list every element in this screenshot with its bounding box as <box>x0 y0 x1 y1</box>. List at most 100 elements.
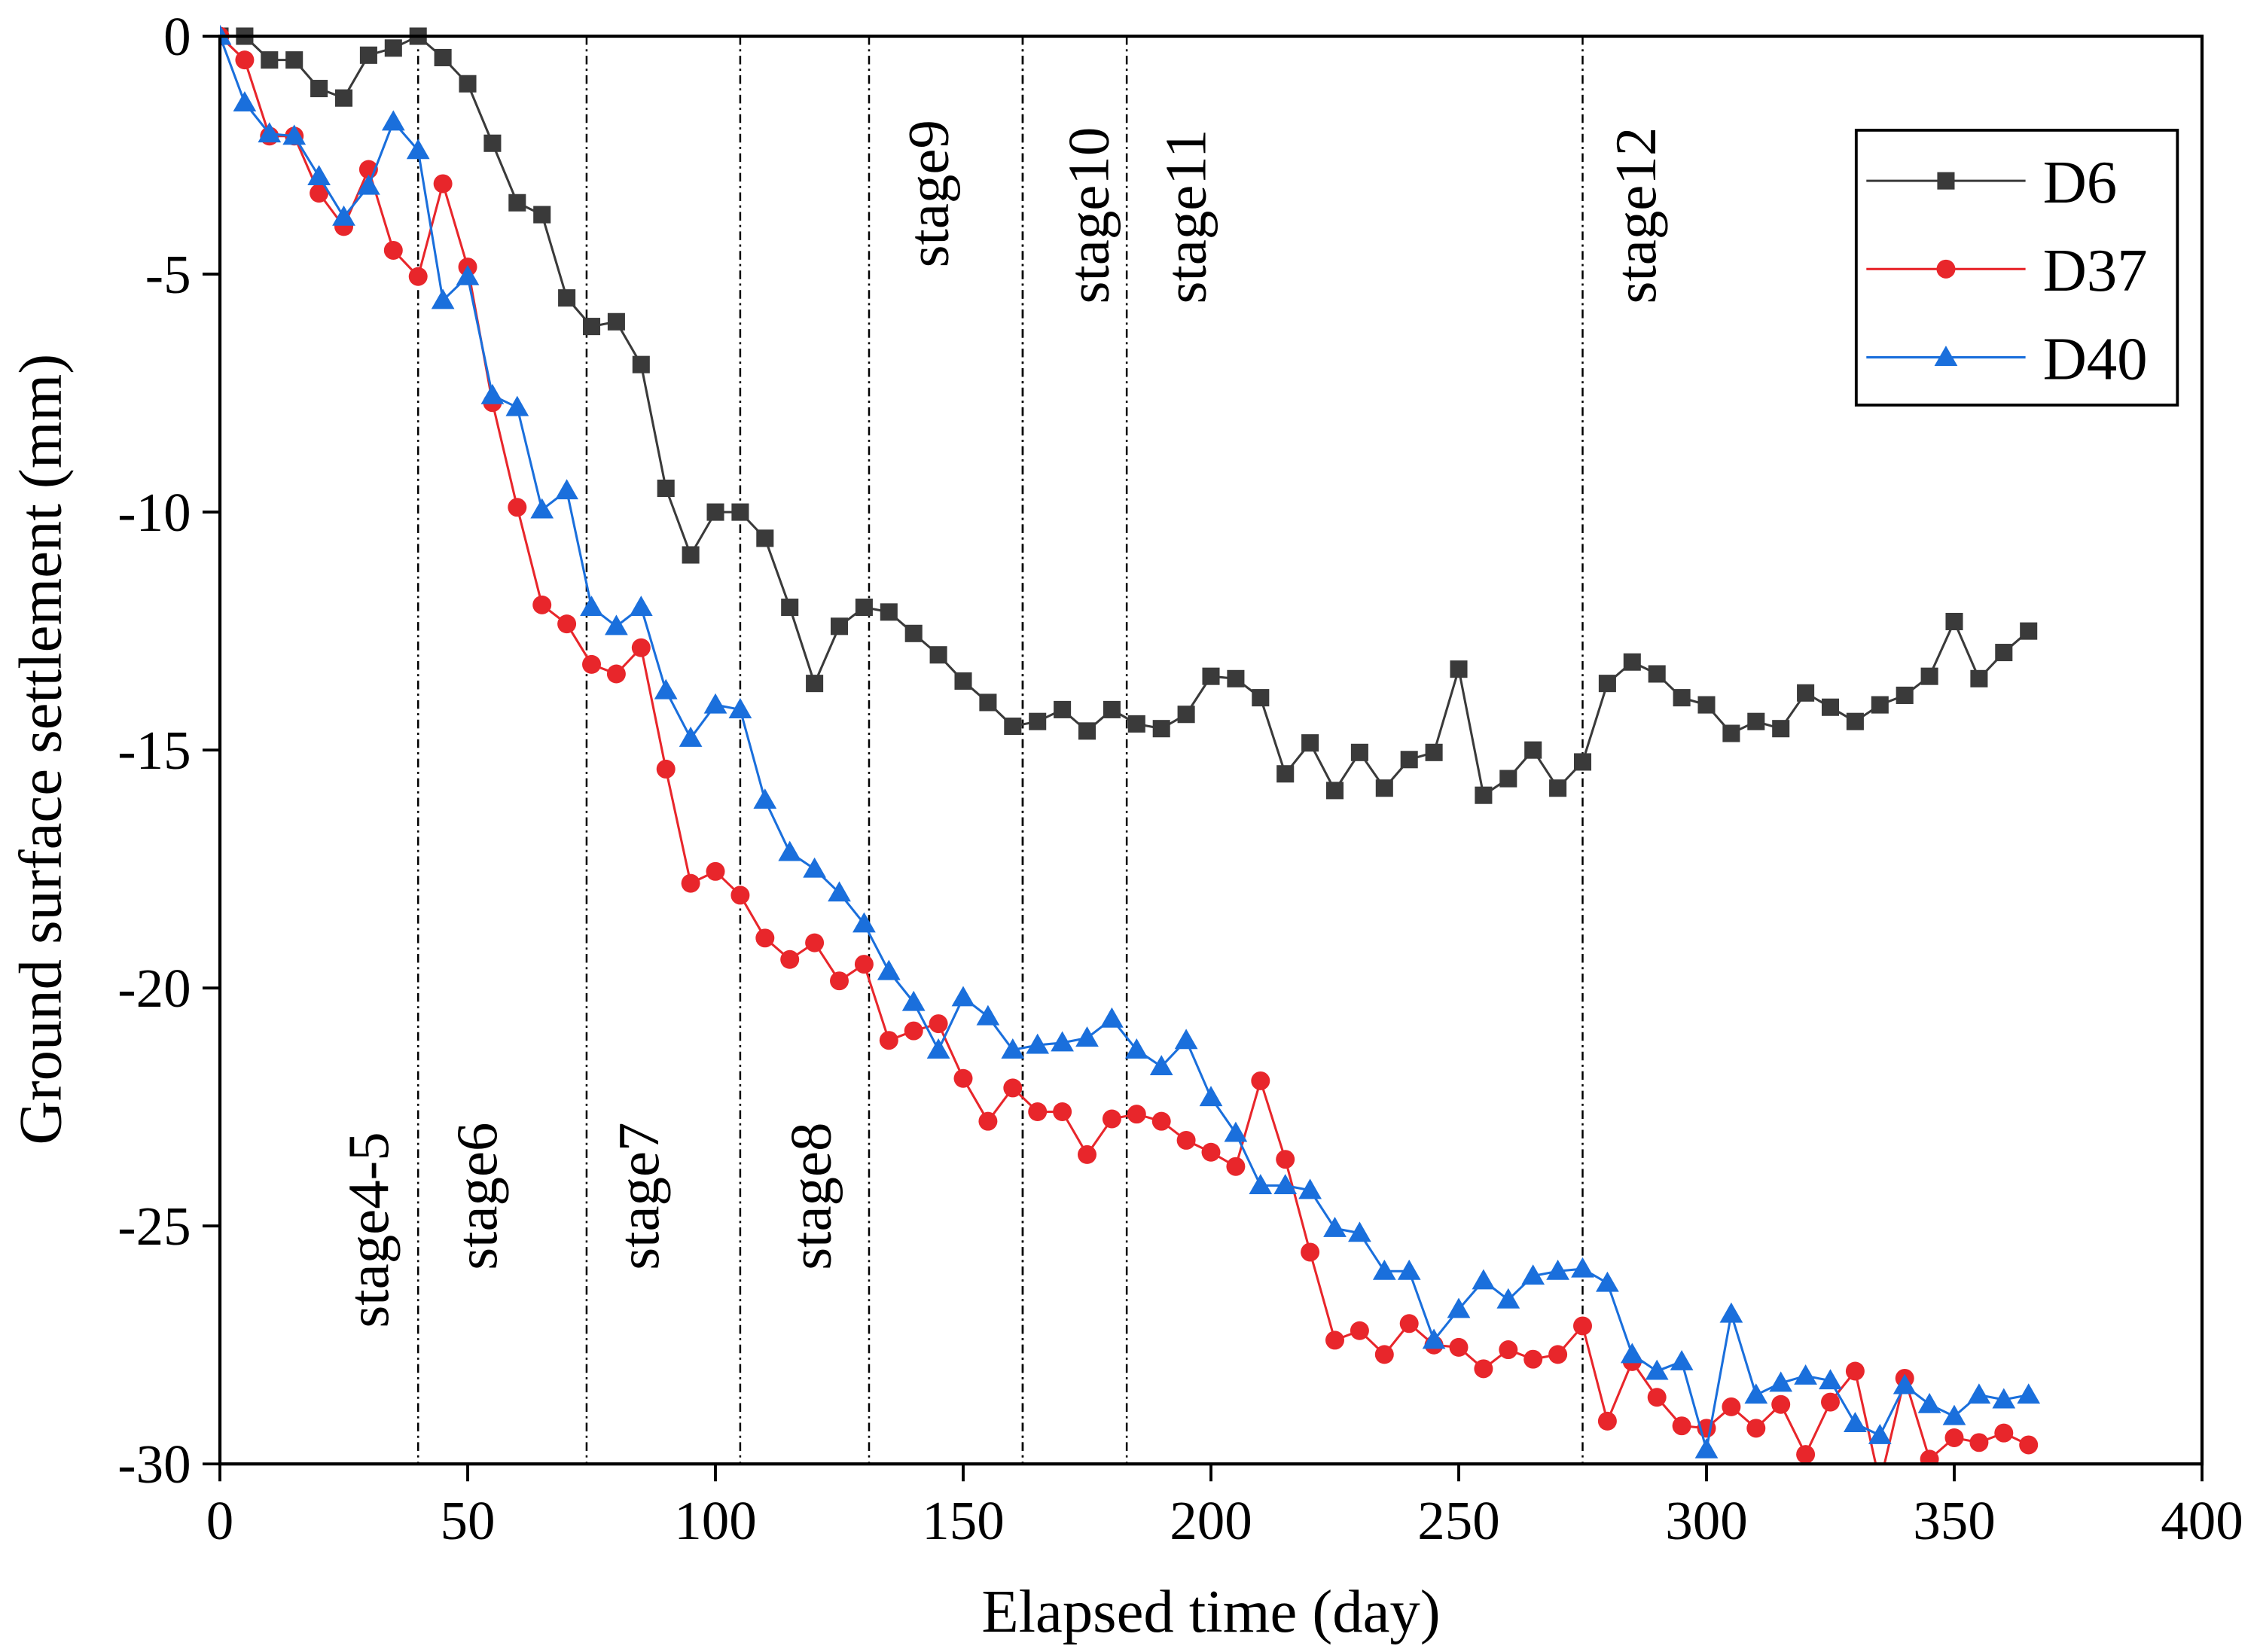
data-point-D40 <box>1868 1423 1892 1444</box>
data-point-D6 <box>1227 669 1245 687</box>
data-point-D37 <box>1647 1388 1667 1407</box>
stage-label: stage4-5 <box>337 1132 401 1327</box>
data-point-D37 <box>508 498 527 517</box>
data-point-D40 <box>1967 1383 1991 1404</box>
data-point-D40 <box>1348 1221 1371 1242</box>
data-point-D6 <box>1425 743 1443 761</box>
data-point-D37 <box>953 1068 973 1088</box>
x-tick-label: 400 <box>2161 1490 2243 1551</box>
data-point-D6 <box>1524 741 1542 759</box>
data-point-D6 <box>731 503 749 521</box>
stage-lines: stage4-5 stage6 stage7 stage8 stage9 stage10 s… <box>337 36 1668 1465</box>
data-point-D40 <box>1075 1026 1099 1047</box>
data-point-D37 <box>1672 1416 1691 1436</box>
x-tick-label: 350 <box>1913 1490 1995 1551</box>
data-point-D40 <box>1844 1412 1867 1433</box>
legend: D6 D37 D40 <box>1854 128 2179 407</box>
stage-label: stage11 <box>1154 130 1218 304</box>
data-point-D40 <box>406 139 430 160</box>
data-point-D6 <box>1648 665 1666 683</box>
data-point-D40 <box>480 383 505 404</box>
data-point-D6 <box>1276 765 1295 783</box>
data-point-D40 <box>605 614 628 636</box>
data-point-D40 <box>1026 1033 1050 1054</box>
data-point-D40 <box>530 498 554 519</box>
data-point-D6 <box>1475 786 1493 804</box>
data-point-D6 <box>806 675 824 693</box>
data-point-D40 <box>1051 1031 1074 1052</box>
data-point-D40 <box>1100 1007 1124 1028</box>
data-point-D40 <box>332 205 355 226</box>
data-point-D37 <box>1920 1449 1939 1465</box>
data-point-D37 <box>1746 1419 1766 1438</box>
data-point-D6 <box>1673 689 1691 707</box>
data-point-D40 <box>1571 1257 1594 1278</box>
data-point-D40 <box>1397 1259 1421 1280</box>
data-point-D6 <box>1747 712 1765 730</box>
data-point-D40 <box>1174 1029 1198 1050</box>
data-point-D40 <box>1645 1359 1669 1380</box>
data-point-D40 <box>728 698 752 718</box>
data-point-D40 <box>1694 1437 1719 1458</box>
y-axis-label: Ground surface settlement (mm) <box>8 354 75 1145</box>
data-point-D37 <box>1399 1314 1419 1333</box>
data-point-D6 <box>310 80 328 98</box>
x-tick-label: 50 <box>441 1490 496 1551</box>
data-point-D40 <box>1620 1343 1644 1364</box>
x-tick-label: 100 <box>674 1490 756 1551</box>
data-point-D37 <box>383 240 403 260</box>
series-layer <box>220 24 2041 1465</box>
data-point-D6 <box>1920 667 1938 685</box>
data-point-D40 <box>753 788 777 809</box>
data-point-D37 <box>1127 1105 1146 1124</box>
data-point-D37 <box>1325 1330 1344 1350</box>
data-point-D37 <box>1821 1392 1840 1412</box>
data-point-D37 <box>830 971 849 991</box>
data-point-D40 <box>1273 1174 1298 1195</box>
data-point-D40 <box>1992 1388 2016 1409</box>
data-point-D40 <box>580 596 603 617</box>
data-point-D40 <box>1323 1217 1347 1237</box>
data-point-D6 <box>384 39 402 57</box>
data-point-D40 <box>901 990 926 1011</box>
data-point-D6 <box>1350 743 1368 761</box>
data-point-D40 <box>1521 1264 1545 1285</box>
data-point-D37 <box>631 638 651 657</box>
data-point-D37 <box>1499 1340 1518 1360</box>
data-point-D37 <box>805 933 825 952</box>
data-point-D6 <box>880 603 898 621</box>
data-point-D37 <box>1078 1145 1096 1164</box>
data-point-D37 <box>433 174 453 194</box>
y-tick-label: -15 <box>117 720 191 781</box>
data-point-D6 <box>459 75 477 93</box>
data-point-D37 <box>730 885 750 905</box>
data-point-D40 <box>1224 1121 1248 1142</box>
data-point-D6 <box>1598 675 1616 693</box>
data-point-D37 <box>929 1014 948 1034</box>
data-point-D37 <box>1771 1394 1791 1414</box>
y-tick-label: -20 <box>117 958 191 1019</box>
data-point-D40 <box>1124 1038 1148 1059</box>
data-point-D37 <box>1276 1150 1295 1169</box>
data-point-D37 <box>582 654 601 674</box>
data-point-D6 <box>285 51 303 69</box>
data-point-D6 <box>1945 612 1963 631</box>
data-point-D37 <box>1796 1445 1816 1465</box>
stage-label: stage7 <box>607 1123 671 1270</box>
data-point-D40 <box>926 1038 950 1059</box>
data-point-D37 <box>1053 1102 1072 1121</box>
data-point-D37 <box>1722 1397 1741 1416</box>
data-point-D6 <box>1821 698 1840 716</box>
data-point-D6 <box>261 51 279 69</box>
data-point-D6 <box>756 529 774 547</box>
y-tick-label: -10 <box>117 482 191 543</box>
data-point-D40 <box>2017 1383 2041 1404</box>
data-point-D6 <box>1177 706 1195 724</box>
data-point-D40 <box>1670 1349 1694 1370</box>
data-point-D6 <box>1029 712 1047 730</box>
data-point-D37 <box>706 861 725 881</box>
data-point-D6 <box>1722 724 1740 742</box>
data-point-D6 <box>682 546 700 564</box>
data-point-D6 <box>1252 689 1270 707</box>
data-point-D37 <box>606 664 626 684</box>
